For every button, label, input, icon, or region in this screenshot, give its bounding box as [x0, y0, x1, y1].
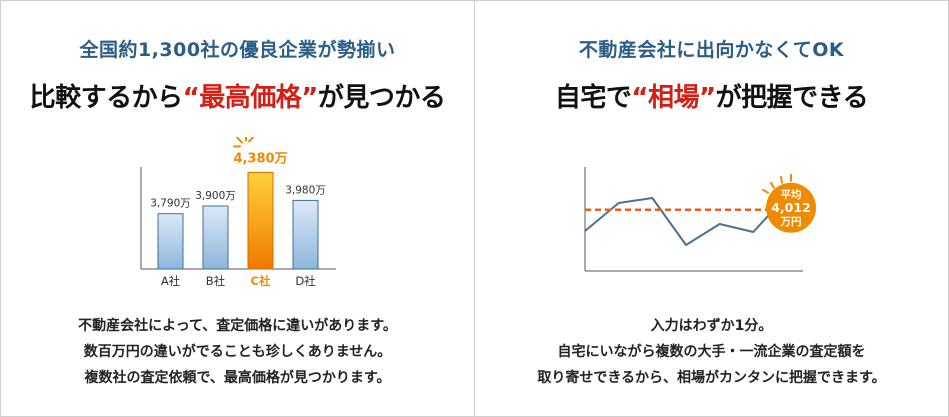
bar-category-label: B社: [206, 274, 226, 288]
bar: [292, 199, 319, 270]
left-headline-highlight: “最高価格”: [182, 83, 319, 113]
left-headline-pre: 比較するから: [29, 83, 184, 113]
right-description-line: 入力はわずか1分。: [650, 318, 773, 334]
left-description-line: 不動産会社によって、査定価格に違いがあります。: [78, 318, 397, 334]
right-description-line: 自宅にいながら複数の大手・一流企業の査定額を: [557, 344, 866, 360]
sparkle-mark: [762, 188, 769, 194]
left-headline: 比較するから“最高価格”が見つかる: [1, 77, 474, 114]
right-subtitle: 不動産会社に出向かなくてOK: [578, 39, 845, 61]
bar-value-label: 4,380万: [233, 151, 287, 166]
left-subtitle: 全国約1,300社の優良企業が勢揃い: [79, 39, 396, 61]
right-description-line: 取り寄せできるから、相場がカンタンに把握できます。: [537, 370, 886, 386]
price-line-series: [584, 194, 788, 246]
right-description: 入力はわずか1分。 自宅にいながら複数の大手・一流企業の査定額を 取り寄せできる…: [475, 313, 948, 391]
right-headline-post: が把握できる: [715, 83, 869, 113]
right-headline: 自宅で“相場”が把握できる: [475, 77, 948, 114]
bar: [157, 213, 184, 270]
sparkle-mark: [780, 175, 783, 184]
average-badge: [766, 182, 816, 233]
left-description-line: 数百万円の違いがでることも珍しくありません。: [83, 344, 392, 360]
right-headline-pre: 自宅で: [554, 83, 632, 113]
bar: [247, 171, 274, 270]
right-headline-highlight: “相場”: [631, 83, 716, 113]
left-headline-post: が見つかる: [317, 83, 446, 113]
bar-category-label: C社: [251, 274, 271, 288]
average-badge-text: 平均: [781, 188, 802, 201]
average-badge-text: 4,012: [771, 200, 811, 215]
bar-category-label: A社: [161, 274, 181, 288]
average-badge-text: 万円: [780, 216, 802, 228]
bar-category-label: D社: [295, 274, 316, 288]
right-panel: 不動産会社に出向かなくてOK 自宅で“相場”が把握できる 平均 4,012 万円 入…: [475, 1, 948, 416]
bar: [202, 205, 229, 270]
sparkle-mark: [770, 181, 775, 189]
sparkle-mark: [236, 137, 243, 144]
bar-value-label: 3,790万: [150, 198, 191, 210]
left-description: 不動産会社によって、査定価格に違いがあります。 数百万円の違いがでることも珍しく…: [1, 313, 474, 391]
left-panel: 全国約1,300社の優良企業が勢揃い 比較するから“最高価格”が見つかる 3,7…: [1, 1, 475, 416]
bar-value-label: 3,900万: [195, 190, 236, 202]
bar-value-label: 3,980万: [285, 184, 326, 196]
left-description-line: 複数社の査定依頼で、最高価格が見つかります。: [84, 370, 391, 386]
price-comparison-bar-chart: 3,790万 A社 3,900万 B社 4,380万 C社 3,980万 D社: [140, 137, 336, 288]
sparkle-mark: [248, 137, 254, 143]
